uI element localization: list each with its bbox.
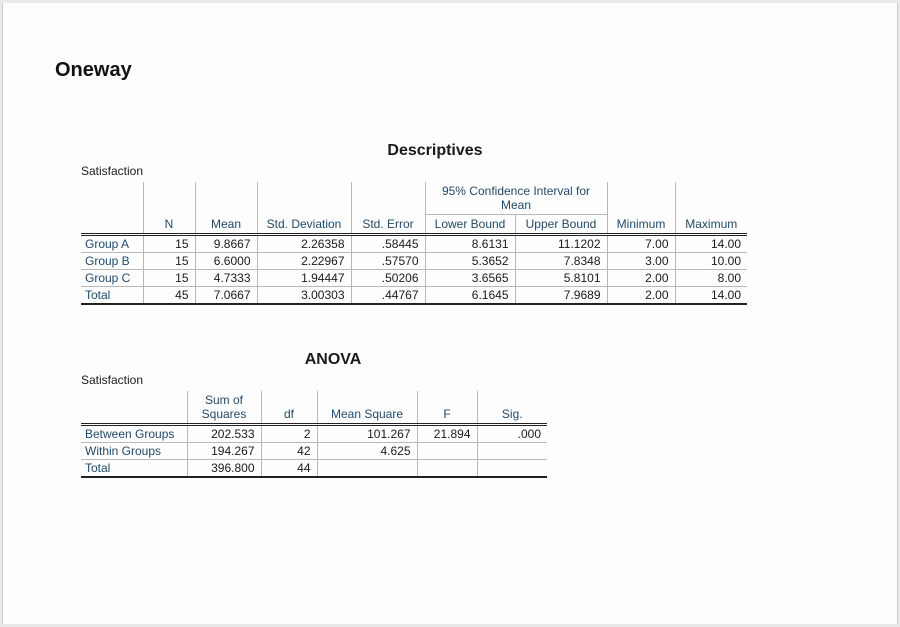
cell: 5.8101	[515, 270, 607, 287]
row-label: Total	[81, 460, 187, 478]
col-blank	[81, 391, 187, 425]
table-row: Between Groups 202.533 2 101.267 21.894 …	[81, 426, 547, 443]
col-f: F	[417, 391, 477, 425]
col-stderr: Std. Error	[351, 182, 425, 235]
descriptives-title: Descriptives	[55, 142, 815, 160]
col-upper: Upper Bound	[515, 215, 607, 235]
col-blank	[81, 182, 143, 235]
descriptives-block: Descriptives Satisfaction N Mean Std. De…	[81, 142, 845, 305]
cell	[417, 443, 477, 460]
table-row-total: Total 396.800 44	[81, 460, 547, 478]
anova-header: Sum of Squares df Mean Square F Sig.	[81, 391, 547, 426]
table-row-total: Total 45 7.0667 3.00303 .44767 6.1645 7.…	[81, 287, 747, 305]
cell: 4.7333	[195, 270, 257, 287]
col-sig: Sig.	[477, 391, 547, 425]
cell: 9.8667	[195, 236, 257, 253]
cell: 2.22967	[257, 253, 351, 270]
cell: 194.267	[187, 443, 261, 460]
col-n: N	[143, 182, 195, 235]
cell	[477, 460, 547, 478]
cell: 15	[143, 236, 195, 253]
cell: 15	[143, 270, 195, 287]
col-ss: Sum of Squares	[187, 391, 261, 425]
cell: 4.625	[317, 443, 417, 460]
cell: 6.6000	[195, 253, 257, 270]
cell: 2.00	[607, 287, 675, 305]
col-max: Maximum	[675, 182, 747, 235]
cell: 7.8348	[515, 253, 607, 270]
col-lower: Lower Bound	[425, 215, 515, 235]
cell	[477, 443, 547, 460]
cell: 45	[143, 287, 195, 305]
cell: 8.6131	[425, 236, 515, 253]
row-label: Group C	[81, 270, 143, 287]
content-area: Oneway Descriptives Satisfaction N Mean …	[3, 3, 897, 564]
col-df: df	[261, 391, 317, 425]
document-page: Oneway Descriptives Satisfaction N Mean …	[2, 3, 898, 624]
cell: 10.00	[675, 253, 747, 270]
cell	[317, 460, 417, 478]
row-label: Group A	[81, 236, 143, 253]
table-row: Group C 15 4.7333 1.94447 .50206 3.6565 …	[81, 270, 747, 287]
cell: .44767	[351, 287, 425, 305]
cell: 3.00	[607, 253, 675, 270]
anova-table: Sum of Squares df Mean Square F Sig. Bet…	[81, 391, 547, 478]
cell: 7.9689	[515, 287, 607, 305]
cell: 2.00	[607, 270, 675, 287]
row-label: Total	[81, 287, 143, 305]
col-min: Minimum	[607, 182, 675, 235]
col-ms: Mean Square	[317, 391, 417, 425]
cell: 11.1202	[515, 236, 607, 253]
cell: 396.800	[187, 460, 261, 478]
anova-block: ANOVA Satisfaction Sum of Squares df Mea…	[81, 351, 845, 478]
cell	[417, 460, 477, 478]
page-shadow	[897, 3, 898, 624]
cell: 202.533	[187, 426, 261, 443]
cell: 8.00	[675, 270, 747, 287]
descriptives-header: N Mean Std. Deviation Std. Error 95% Con…	[81, 182, 747, 236]
page-title: Oneway	[55, 59, 845, 82]
cell: 3.6565	[425, 270, 515, 287]
cell: .50206	[351, 270, 425, 287]
cell: 1.94447	[257, 270, 351, 287]
cell: .57570	[351, 253, 425, 270]
cell: 14.00	[675, 236, 747, 253]
cell: 6.1645	[425, 287, 515, 305]
col-mean: Mean	[195, 182, 257, 235]
table-row: Group A 15 9.8667 2.26358 .58445 8.6131 …	[81, 236, 747, 253]
cell: .000	[477, 426, 547, 443]
cell: .58445	[351, 236, 425, 253]
cell: 7.00	[607, 236, 675, 253]
anova-subtitle: Satisfaction	[81, 373, 845, 387]
col-stddev: Std. Deviation	[257, 182, 351, 235]
cell: 21.894	[417, 426, 477, 443]
cell: 3.00303	[257, 287, 351, 305]
cell: 7.0667	[195, 287, 257, 305]
anova-title: ANOVA	[55, 351, 611, 369]
cell: 15	[143, 253, 195, 270]
cell: 5.3652	[425, 253, 515, 270]
cell: 42	[261, 443, 317, 460]
col-ci-span: 95% Confidence Interval for Mean	[425, 182, 607, 215]
row-label: Between Groups	[81, 426, 187, 443]
table-row: Within Groups 194.267 42 4.625	[81, 443, 547, 460]
descriptives-table: N Mean Std. Deviation Std. Error 95% Con…	[81, 182, 747, 305]
descriptives-subtitle: Satisfaction	[81, 164, 845, 178]
cell: 14.00	[675, 287, 747, 305]
cell: 44	[261, 460, 317, 478]
cell: 2.26358	[257, 236, 351, 253]
cell: 2	[261, 426, 317, 443]
cell: 101.267	[317, 426, 417, 443]
table-row: Group B 15 6.6000 2.22967 .57570 5.3652 …	[81, 253, 747, 270]
row-label: Group B	[81, 253, 143, 270]
row-label: Within Groups	[81, 443, 187, 460]
